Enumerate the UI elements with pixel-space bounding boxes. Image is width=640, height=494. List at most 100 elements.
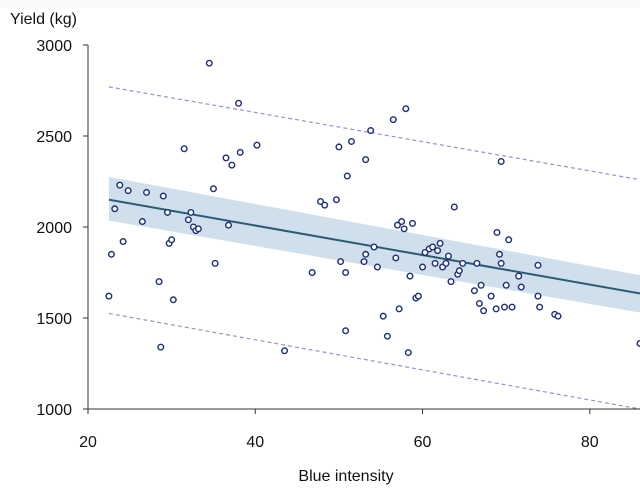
data-point (429, 243, 437, 251)
data-point (187, 208, 195, 216)
data-point (455, 267, 463, 275)
data-point (517, 283, 525, 291)
data-point (395, 305, 403, 313)
data-point (337, 258, 345, 266)
prediction-bound-upper (108, 86, 640, 181)
data-point (392, 254, 400, 262)
data-point (157, 343, 165, 351)
data-point (398, 218, 406, 226)
data-point (222, 154, 230, 162)
data-point (505, 236, 513, 244)
data-point (393, 221, 401, 229)
data-point (400, 225, 408, 233)
data-point (508, 303, 516, 311)
data-point (317, 198, 325, 206)
prediction-bound-lower (108, 312, 640, 410)
data-point (180, 145, 188, 153)
data-point (111, 205, 119, 213)
data-point (636, 339, 640, 347)
data-point (116, 181, 124, 189)
data-point (138, 218, 146, 226)
data-point (450, 203, 458, 211)
data-point (497, 259, 505, 267)
data-point (342, 327, 350, 335)
data-point (444, 252, 452, 260)
data-point (419, 263, 427, 271)
data-point (143, 188, 151, 196)
data-point (502, 281, 510, 289)
data-point (442, 259, 450, 267)
data-point (235, 99, 243, 107)
data-point (487, 292, 495, 300)
y-tick-label: 1500 (36, 311, 72, 328)
data-point (362, 250, 370, 258)
data-point (163, 208, 171, 216)
data-point (431, 259, 439, 267)
data-point (414, 292, 422, 300)
y-tick-label: 1000 (36, 402, 72, 419)
data-point (335, 143, 343, 151)
data-point (404, 349, 412, 357)
data-point (168, 236, 176, 244)
x-tick-label: 80 (581, 434, 599, 451)
data-point (228, 161, 236, 169)
data-point (470, 287, 478, 295)
data-point (308, 269, 316, 277)
data-point (534, 261, 542, 269)
data-point (421, 248, 429, 256)
data-point (406, 272, 414, 280)
y-tick-label: 3000 (36, 38, 72, 55)
data-point (402, 105, 410, 113)
data-point (236, 148, 244, 156)
data-point (342, 269, 350, 277)
data-point (281, 347, 289, 355)
data-point (332, 196, 340, 204)
data-point (209, 185, 217, 193)
data-point (107, 250, 115, 258)
y-tick-label: 2000 (36, 220, 72, 237)
data-point (554, 312, 562, 320)
data-point (389, 116, 397, 124)
data-point (205, 59, 213, 67)
prediction-bounds-layer (108, 86, 640, 410)
data-point (343, 172, 351, 180)
data-point (497, 157, 505, 165)
data-point (475, 299, 483, 307)
data-point (434, 247, 442, 255)
data-point (119, 238, 127, 246)
data-point (515, 272, 523, 280)
x-axis-label: Blue intensity (298, 468, 393, 485)
data-point (493, 228, 501, 236)
data-point (379, 312, 387, 320)
data-point (536, 303, 544, 311)
data-point (184, 216, 192, 224)
data-point (347, 137, 355, 145)
data-point (169, 296, 177, 304)
axes-layer: 3000 2500 2000 1500 1000 20 40 60 80 (36, 38, 640, 451)
data-point (409, 219, 417, 227)
data-point (473, 259, 481, 267)
data-point (211, 259, 219, 267)
data-point (383, 332, 391, 340)
data-point (477, 281, 485, 289)
data-point (436, 239, 444, 247)
x-tick-label: 60 (414, 434, 432, 451)
top-strip (0, 0, 640, 8)
y-tick-label: 2500 (36, 129, 72, 146)
data-point (501, 303, 509, 311)
data-point (225, 221, 233, 229)
data-point (370, 243, 378, 251)
data-point (480, 307, 488, 315)
data-point (321, 201, 329, 209)
data-point (194, 225, 202, 233)
data-point (124, 187, 132, 195)
data-point (373, 263, 381, 271)
data-point (105, 292, 113, 300)
data-points-layer (105, 59, 640, 357)
x-tick-label: 20 (79, 434, 97, 451)
data-point (155, 278, 163, 286)
data-point (360, 258, 368, 266)
data-point (492, 305, 500, 313)
data-point (362, 156, 370, 164)
